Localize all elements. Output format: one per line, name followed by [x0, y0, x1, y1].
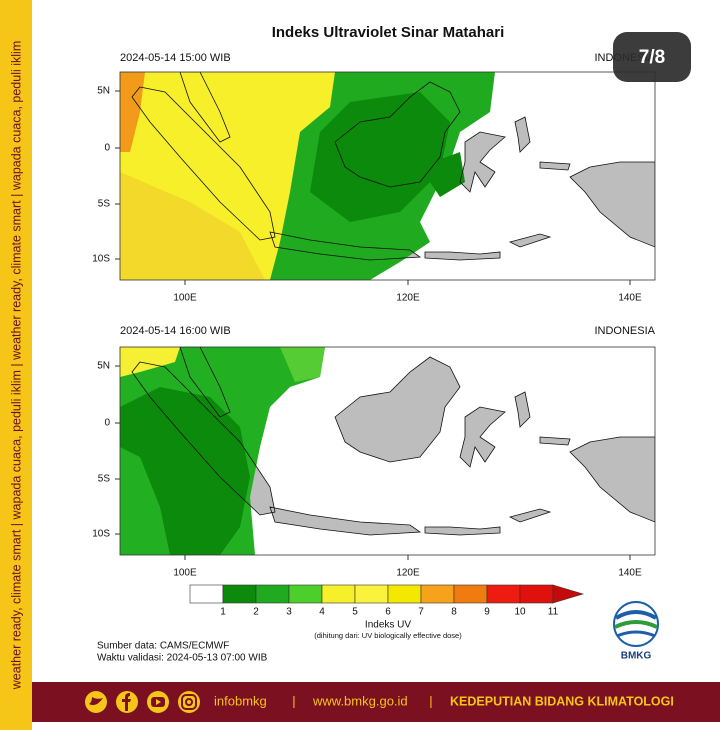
colorbar-swatch [453, 584, 488, 604]
colorbar-swatch [222, 584, 257, 604]
map-region: INDONESIA [594, 325, 655, 337]
colorbar-label: 3 [286, 607, 292, 618]
colorbar-label: 11 [548, 607, 559, 618]
colorbar-label: 2 [253, 607, 259, 618]
footer [32, 682, 720, 722]
colorbar-swatch [486, 584, 521, 604]
valid-time: Waktu validasi: 2024-05-13 07:00 WIB [97, 653, 268, 664]
lon-label: 100E [173, 568, 197, 579]
lon-label: 140E [618, 568, 642, 579]
lat-label: 10S [92, 529, 110, 540]
title: Indeks Ultraviolet Sinar Matahari [272, 24, 505, 41]
logo: BMKG [613, 601, 659, 662]
colorbar: 1 2 3 4 5 6 7 8 9 10 11 [189, 584, 585, 618]
lon-label: 120E [396, 293, 420, 304]
logo-text: BMKG [621, 651, 652, 662]
lat-label: 0 [104, 418, 110, 429]
colorbar-swatch [387, 584, 422, 604]
lat-label: 5S [98, 199, 111, 210]
colorbar-label: 6 [385, 607, 391, 618]
colorbar-note: (dihitung dari: UV biologically effectiv… [314, 631, 462, 640]
side-banner [0, 0, 32, 730]
lat-label: 5N [97, 86, 110, 97]
colorbar-title: Indeks UV [365, 620, 411, 631]
map-timestamp: 2024-05-14 16:00 WIB [120, 325, 231, 337]
page-badge [613, 32, 691, 82]
colorbar-swatch [354, 584, 389, 604]
footer-department: KEDEPUTIAN BIDANG KLIMATOLOGI [450, 694, 674, 708]
footer-social: infobmkg [214, 693, 267, 708]
map [119, 71, 656, 281]
map-timestamp: 2024-05-14 15:00 WIB [120, 52, 231, 64]
lat-label: 0 [104, 143, 110, 154]
colorbar-label: 8 [451, 607, 457, 618]
footer-website: www.bmkg.go.id [312, 693, 408, 708]
side-banner-text: weather ready, climate smart | wapada cu… [9, 41, 23, 690]
lat-label: 5S [98, 474, 111, 485]
source: Sumber data: CAMS/ECMWF [97, 641, 229, 652]
colorbar-swatch [189, 584, 224, 604]
colorbar-swatch [420, 584, 455, 604]
lon-label: 100E [173, 293, 197, 304]
lat-label: 5N [97, 361, 110, 372]
footer-separator: | [292, 693, 295, 708]
colorbar-swatch [519, 584, 554, 604]
lon-label: 120E [396, 568, 420, 579]
colorbar-swatch [321, 584, 356, 604]
colorbar-label: 4 [319, 607, 325, 618]
colorbar-label: 5 [352, 607, 358, 618]
page-badge-text: 7/8 [639, 47, 665, 68]
lon-label: 140E [618, 293, 642, 304]
map [119, 346, 656, 556]
social-icons [85, 691, 200, 713]
colorbar-label: 10 [514, 607, 526, 618]
lat-label: 10S [92, 254, 110, 265]
colorbar-label: 7 [418, 607, 424, 618]
colorbar-label: 1 [220, 607, 226, 618]
colorbar-extension [552, 584, 585, 604]
colorbar-swatch [255, 584, 290, 604]
colorbar-label: 9 [484, 607, 490, 618]
footer-separator: | [429, 693, 432, 708]
colorbar-swatch [288, 584, 323, 604]
